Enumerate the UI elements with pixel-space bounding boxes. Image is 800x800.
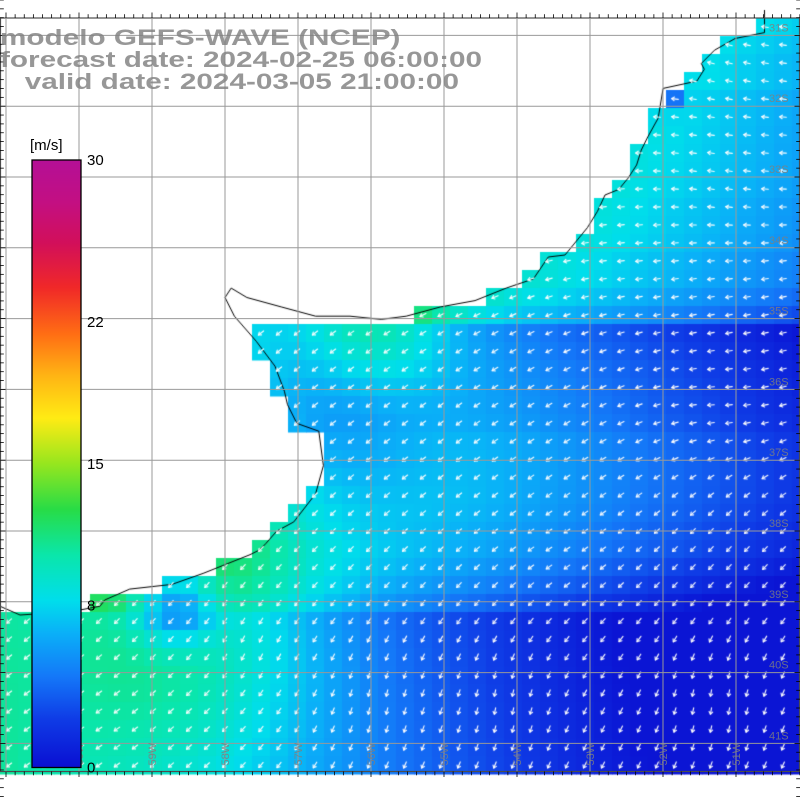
svg-text:58W: 58W [220,742,232,765]
svg-text:8: 8 [87,598,95,615]
svg-text:51W: 51W [731,742,743,765]
svg-text:35S: 35S [769,306,789,318]
svg-text:33S: 33S [769,164,789,176]
svg-text:36S: 36S [769,376,789,388]
svg-text:59W: 59W [147,742,159,765]
svg-text:39S: 39S [769,589,789,601]
svg-text:55W: 55W [439,742,451,765]
svg-text:30: 30 [87,152,104,169]
svg-text:31S: 31S [769,22,789,34]
svg-text:22: 22 [87,314,104,331]
svg-text:38S: 38S [769,518,789,530]
svg-text:[m/s]: [m/s] [30,137,63,154]
svg-text:32S: 32S [769,93,789,105]
svg-text:34S: 34S [769,235,789,247]
svg-text:15: 15 [87,456,104,473]
svg-text:57W: 57W [293,742,305,765]
svg-text:54W: 54W [512,742,524,765]
svg-text:52W: 52W [658,742,670,765]
svg-text:40S: 40S [769,660,789,672]
svg-text:41S: 41S [769,730,789,742]
svg-text:53W: 53W [585,742,597,765]
svg-text:0: 0 [87,760,95,777]
svg-text:56W: 56W [366,742,378,765]
svg-text:37S: 37S [769,447,789,459]
